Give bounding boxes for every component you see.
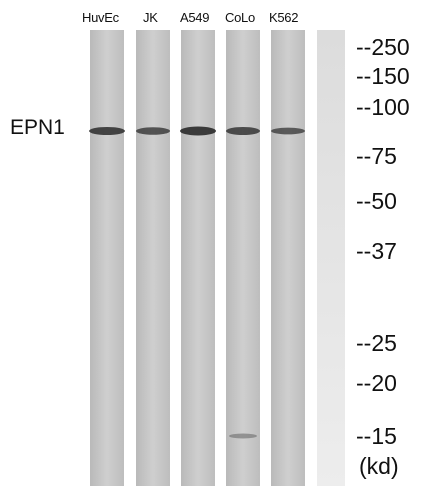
- band-colo-minor: [229, 433, 257, 439]
- lane-jk: [136, 30, 170, 486]
- band-k562: [271, 127, 305, 135]
- lane-a549: [181, 30, 215, 486]
- marker-100: --100: [356, 94, 410, 120]
- marker-50: --50: [356, 188, 397, 214]
- marker-25: --25: [356, 330, 397, 356]
- lane-colo: [226, 30, 260, 486]
- band-huvec: [89, 127, 125, 135]
- lane-control: [317, 30, 345, 486]
- lane-label-a549: A549: [180, 10, 210, 25]
- lane-label-jk: JK: [143, 10, 158, 25]
- band-jk: [136, 127, 170, 135]
- lane-k562: [271, 30, 305, 486]
- lane-label-huvec: HuvEc: [82, 10, 119, 25]
- lane-label-k562: K562: [269, 10, 299, 25]
- marker-250: --250: [356, 34, 410, 60]
- marker-75: --75: [356, 143, 397, 169]
- marker-15: --15: [356, 423, 397, 449]
- unit-label: (kd): [359, 453, 399, 479]
- band-colo: [226, 127, 260, 135]
- protein-label: EPN1: [10, 116, 65, 139]
- lane-label-colo: CoLo: [225, 10, 255, 25]
- marker-150: --150: [356, 63, 410, 89]
- marker-20: --20: [356, 370, 397, 396]
- band-a549: [180, 126, 216, 136]
- marker-37: --37: [356, 238, 397, 264]
- lane-huvec: [90, 30, 124, 486]
